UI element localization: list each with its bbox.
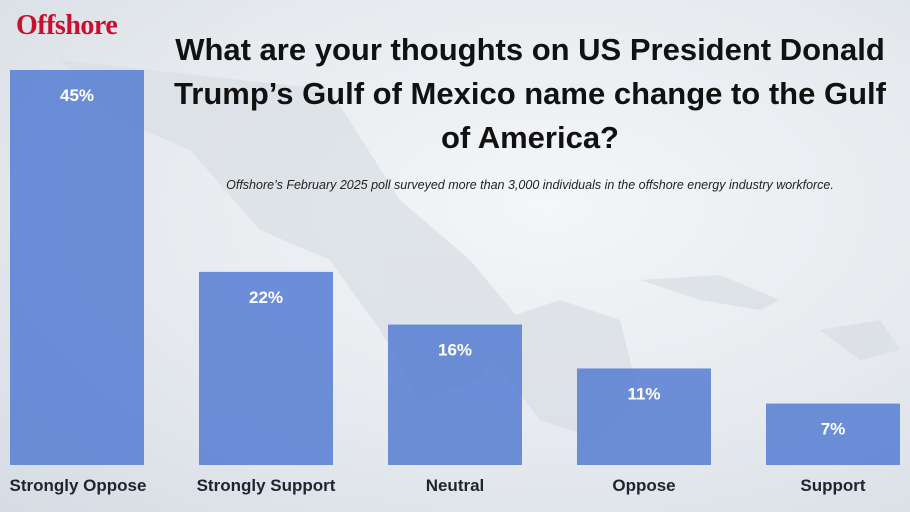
bar xyxy=(577,368,711,465)
value-label: 22% xyxy=(249,288,283,307)
category-label: Strongly Support xyxy=(197,476,336,495)
category-label: Oppose xyxy=(612,476,675,495)
chart-subtitle: Offshore’s February 2025 poll surveyed m… xyxy=(226,178,834,192)
bar xyxy=(766,403,900,465)
bar xyxy=(10,70,144,465)
value-label: 45% xyxy=(60,86,94,105)
chart-title: What are your thoughts on US President D… xyxy=(174,32,886,155)
value-label: 11% xyxy=(627,384,660,403)
category-label: Neutral xyxy=(426,476,485,495)
category-label: Strongly Oppose xyxy=(10,476,147,495)
brand-logo: Offshore xyxy=(16,10,118,41)
bar xyxy=(388,324,522,465)
bar xyxy=(199,271,333,465)
category-label: Support xyxy=(800,476,865,495)
value-label: 16% xyxy=(438,341,472,360)
value-label: 7% xyxy=(821,420,846,439)
